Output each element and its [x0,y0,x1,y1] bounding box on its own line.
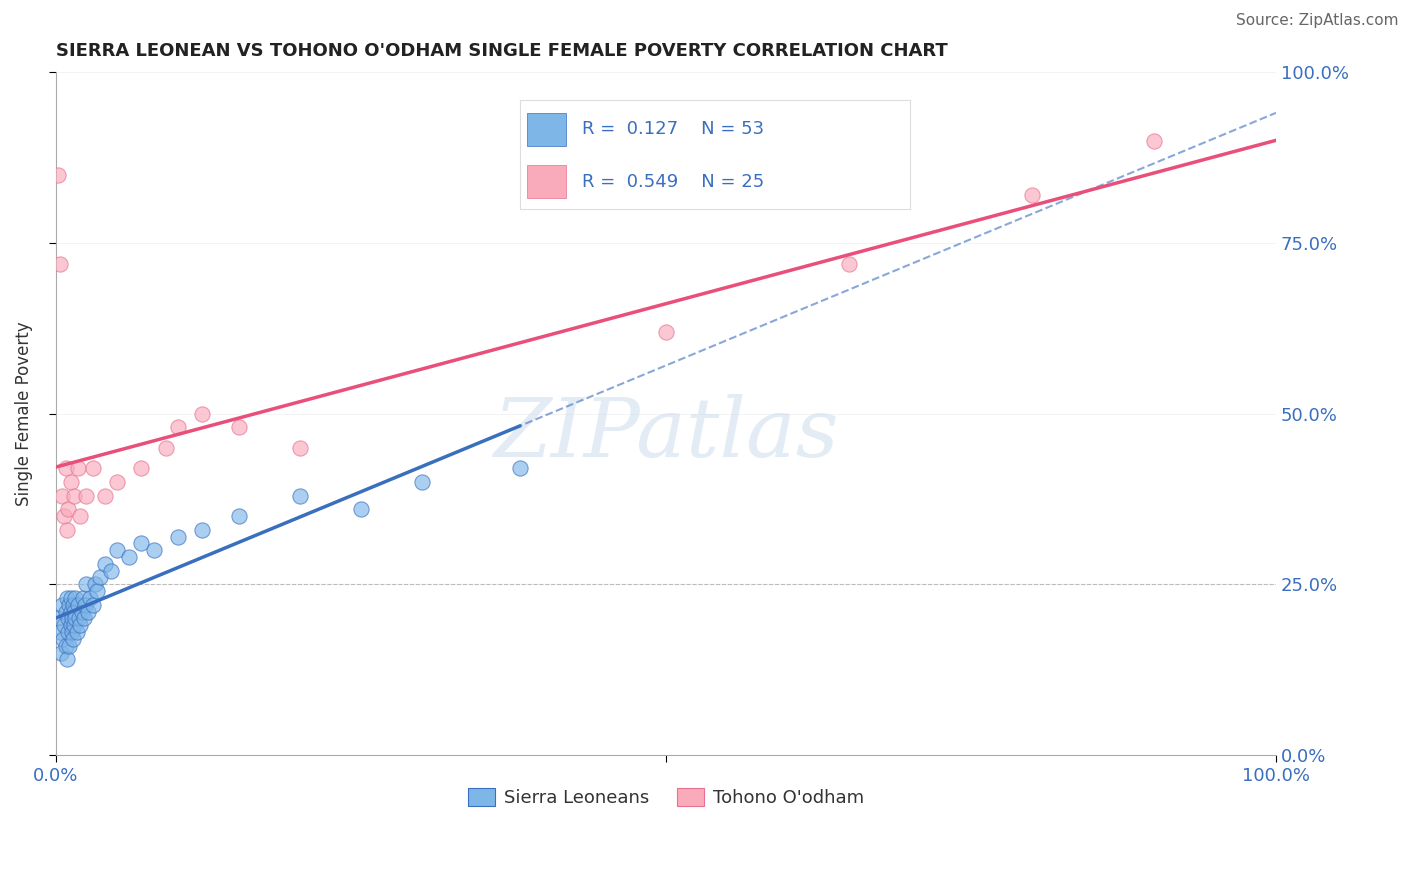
Point [93,489,115,503]
Point [60,611,83,625]
Point [51,598,73,612]
Point [155,441,177,455]
Text: ZIPatlas: ZIPatlas [494,394,839,475]
Point [66,461,89,475]
Point [131,536,153,550]
Point [1021,188,1043,202]
Point [62,632,84,646]
Point [75,598,97,612]
Point [59,618,82,632]
Point [52,632,75,646]
Point [55,639,77,653]
Text: SIERRA LEONEAN VS TOHONO O'ODHAM SINGLE FEMALE POVERTY CORRELATION CHART: SIERRA LEONEAN VS TOHONO O'ODHAM SINGLE … [56,42,948,60]
Point [65,611,87,625]
Point [191,407,214,421]
Point [100,564,122,578]
Point [53,618,76,632]
Point [228,509,250,524]
Point [56,591,79,605]
Point [59,591,82,605]
Point [48,625,70,640]
Point [72,591,94,605]
Legend: Sierra Leoneans, Tohono O'odham: Sierra Leoneans, Tohono O'odham [461,780,870,814]
Point [82,598,104,612]
Point [63,618,86,632]
Point [167,529,190,543]
Point [65,591,87,605]
Point [75,489,97,503]
Point [142,543,165,558]
Point [288,489,311,503]
Y-axis label: Single Female Poverty: Single Female Poverty [15,321,32,506]
Point [48,611,70,625]
Point [84,577,107,591]
Point [82,461,104,475]
Point [79,591,101,605]
Point [70,605,93,619]
Point [49,646,72,660]
Point [56,523,79,537]
Point [118,549,141,564]
Point [86,584,108,599]
Point [55,461,77,475]
Point [73,611,96,625]
Point [131,461,153,475]
Point [66,598,89,612]
Point [105,475,128,489]
Point [48,168,70,182]
Point [350,502,373,516]
Point [105,543,128,558]
Point [228,420,250,434]
Point [1143,134,1166,148]
Point [55,605,77,619]
Point [93,557,115,571]
Point [56,652,79,666]
Point [411,475,433,489]
Point [62,598,84,612]
Point [67,611,90,625]
Point [167,420,190,434]
Point [63,489,86,503]
Point [838,256,860,270]
Point [53,509,76,524]
Point [48,256,70,270]
Point [69,509,91,524]
Point [66,625,89,640]
Point [51,489,73,503]
Point [56,502,79,516]
Point [58,598,80,612]
Point [59,605,82,619]
Point [60,625,83,640]
Point [69,618,91,632]
Point [56,611,79,625]
Point [76,605,98,619]
Point [63,605,86,619]
Point [75,577,97,591]
Text: Source: ZipAtlas.com: Source: ZipAtlas.com [1236,13,1399,29]
Point [89,570,111,584]
Point [59,475,82,489]
Point [288,441,311,455]
Point [191,523,214,537]
Point [655,325,678,339]
Point [56,625,79,640]
Point [509,461,531,475]
Point [58,639,80,653]
